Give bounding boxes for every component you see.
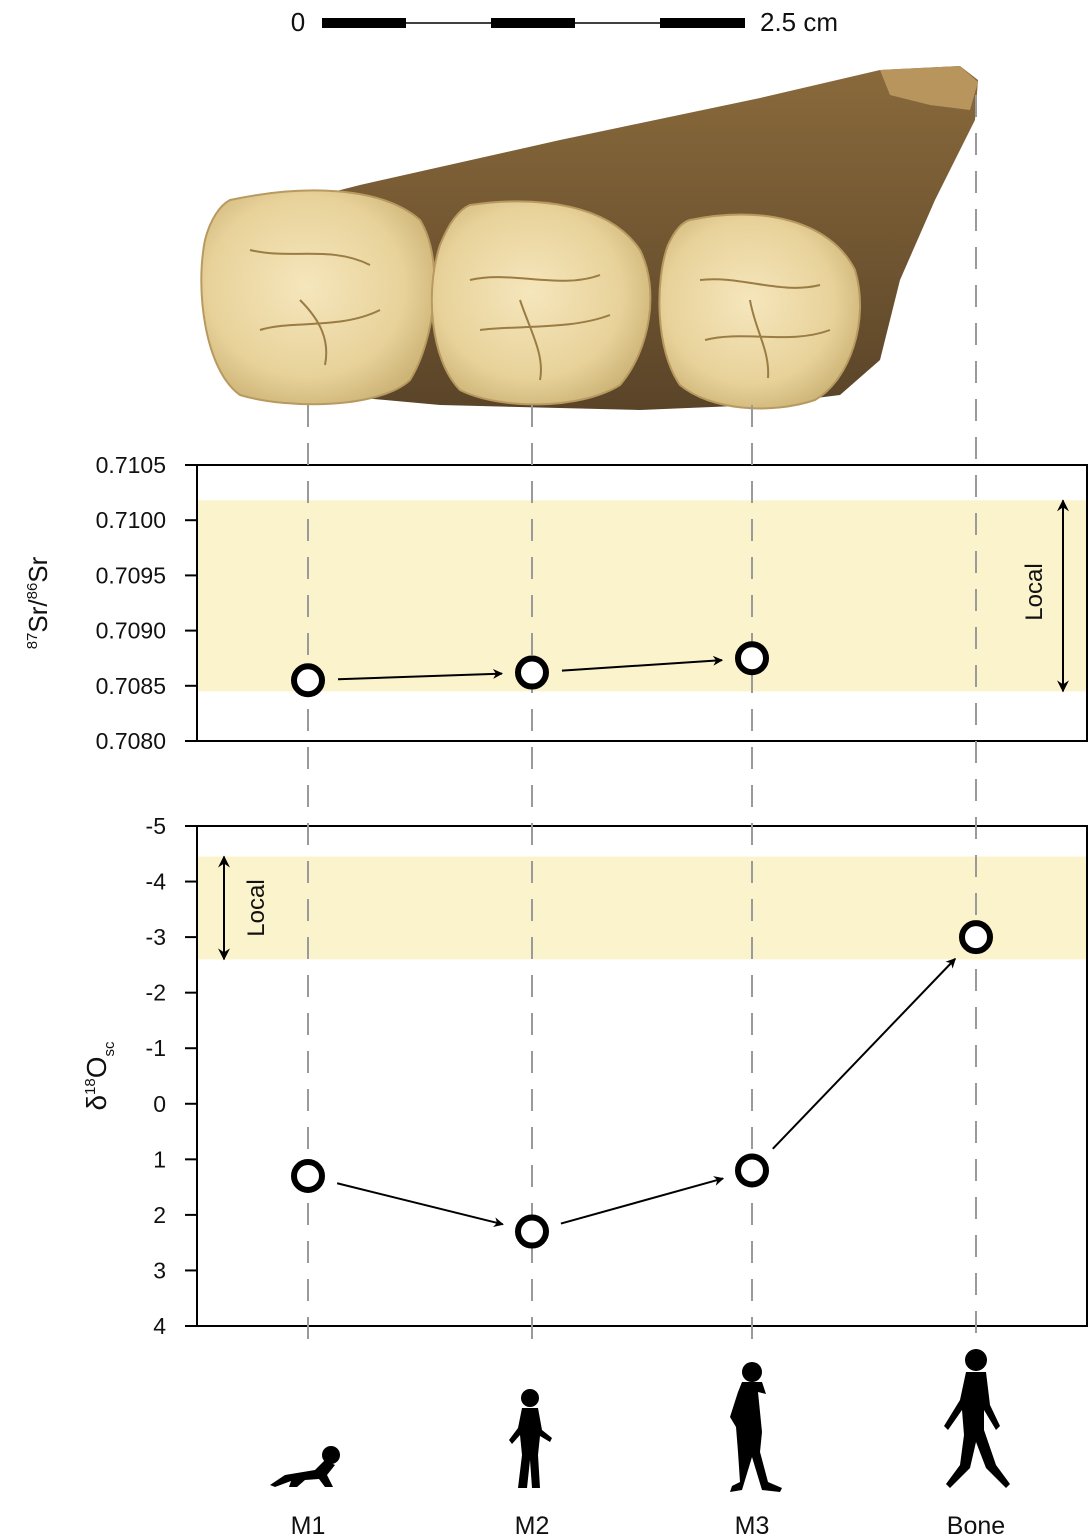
y-tick-label: 0 bbox=[153, 1091, 166, 1117]
scale-end-label: 2.5 cm bbox=[760, 7, 838, 37]
y-tick-label: 0.7085 bbox=[96, 673, 166, 699]
infant-crawling-icon bbox=[270, 1446, 340, 1487]
y-tick-label: 1 bbox=[153, 1146, 166, 1172]
y-axis-label: δ18Osc bbox=[81, 1041, 118, 1111]
data-point bbox=[735, 641, 769, 676]
y-axis-ticks: -5 -4 -3 -2 -1 0 1 2 3 4 bbox=[146, 813, 197, 1339]
category-labels: M1 M2 M3 Bone bbox=[291, 1512, 1006, 1539]
scale-bar-segment bbox=[322, 18, 406, 28]
scale-bar: 0 2.5 cm bbox=[291, 7, 838, 37]
data-point bbox=[515, 655, 549, 690]
category-label: M1 bbox=[291, 1512, 326, 1539]
category-label: Bone bbox=[947, 1512, 1005, 1539]
y-label-sup: 86 bbox=[24, 583, 41, 600]
category-guide-lines bbox=[307, 95, 977, 1345]
trajectory-arrow bbox=[560, 1176, 725, 1225]
plot-frame bbox=[196, 825, 1088, 1327]
y-tick-label: 4 bbox=[153, 1313, 166, 1339]
trajectory-arrows bbox=[336, 655, 956, 1228]
data-points bbox=[291, 641, 993, 1249]
y-tick-label: 3 bbox=[153, 1257, 166, 1283]
plot-frame bbox=[196, 464, 1088, 742]
molar-m1-fissures bbox=[249, 249, 381, 366]
category-label: M2 bbox=[515, 1512, 550, 1539]
data-point bbox=[291, 1159, 325, 1193]
y-tick-label: -4 bbox=[146, 869, 167, 895]
strontium-panel: 0.7105 0.7100 0.7095 0.7090 0.7085 0.7080 Loc… bbox=[23, 452, 1088, 754]
category-label: M3 bbox=[735, 1512, 770, 1539]
molar-m2-fissures bbox=[469, 274, 611, 381]
y-tick-label: 2 bbox=[153, 1202, 166, 1228]
y-tick-label: -1 bbox=[146, 1035, 166, 1061]
data-point bbox=[291, 663, 325, 698]
y-label-base: Sr/ bbox=[23, 599, 53, 633]
child-walking-icon bbox=[509, 1389, 552, 1488]
life-stage-silhouettes bbox=[270, 1349, 1010, 1492]
y-label-main: δ bbox=[81, 1095, 112, 1111]
y-label-base: O bbox=[81, 1056, 112, 1078]
y-tick-label: 0.7090 bbox=[96, 618, 166, 644]
y-tick-label: 0.7095 bbox=[96, 562, 166, 588]
y-label-base: Sr bbox=[23, 556, 53, 582]
local-range-band bbox=[197, 500, 1087, 692]
trajectory-arrow bbox=[772, 958, 956, 1150]
adult-walking-icon bbox=[944, 1349, 1010, 1488]
data-point bbox=[735, 1153, 769, 1188]
local-range-band bbox=[197, 856, 1087, 960]
oxygen-panel: -5 -4 -3 -2 -1 0 1 2 3 4 Local δ18Osc bbox=[81, 813, 1088, 1339]
y-tick-label: -3 bbox=[146, 924, 166, 950]
scale-bar-segment bbox=[660, 18, 745, 28]
trajectory-arrow bbox=[337, 668, 504, 681]
y-label-sub: sc bbox=[101, 1041, 118, 1057]
y-label-sup: 87 bbox=[24, 633, 41, 650]
mandible-image bbox=[200, 66, 978, 410]
bone-fragment bbox=[880, 66, 978, 110]
y-tick-label: 0.7080 bbox=[96, 728, 166, 754]
molar-m3 bbox=[658, 213, 862, 410]
y-tick-label: 0.7105 bbox=[96, 452, 166, 478]
adolescent-standing-icon bbox=[730, 1362, 782, 1492]
molar-m1 bbox=[200, 189, 436, 406]
molar-m3-fissures bbox=[699, 278, 831, 379]
molar-m2 bbox=[430, 200, 652, 406]
data-point bbox=[959, 920, 993, 955]
data-point bbox=[515, 1214, 549, 1249]
y-axis-label: 87Sr/86Sr bbox=[23, 556, 53, 649]
scale-bar-segment bbox=[491, 18, 575, 28]
scale-start-label: 0 bbox=[291, 7, 305, 37]
trajectory-arrow bbox=[561, 655, 724, 672]
y-tick-label: -2 bbox=[146, 980, 166, 1006]
y-tick-label: 0.7100 bbox=[96, 507, 166, 533]
y-label-sup: 18 bbox=[82, 1078, 99, 1095]
y-tick-label: -5 bbox=[146, 813, 166, 839]
local-label: Local bbox=[1021, 563, 1048, 620]
trajectory-arrow bbox=[336, 1182, 504, 1228]
y-axis-ticks: 0.7105 0.7100 0.7095 0.7090 0.7085 0.7080 bbox=[96, 452, 197, 754]
local-label: Local bbox=[243, 879, 270, 936]
